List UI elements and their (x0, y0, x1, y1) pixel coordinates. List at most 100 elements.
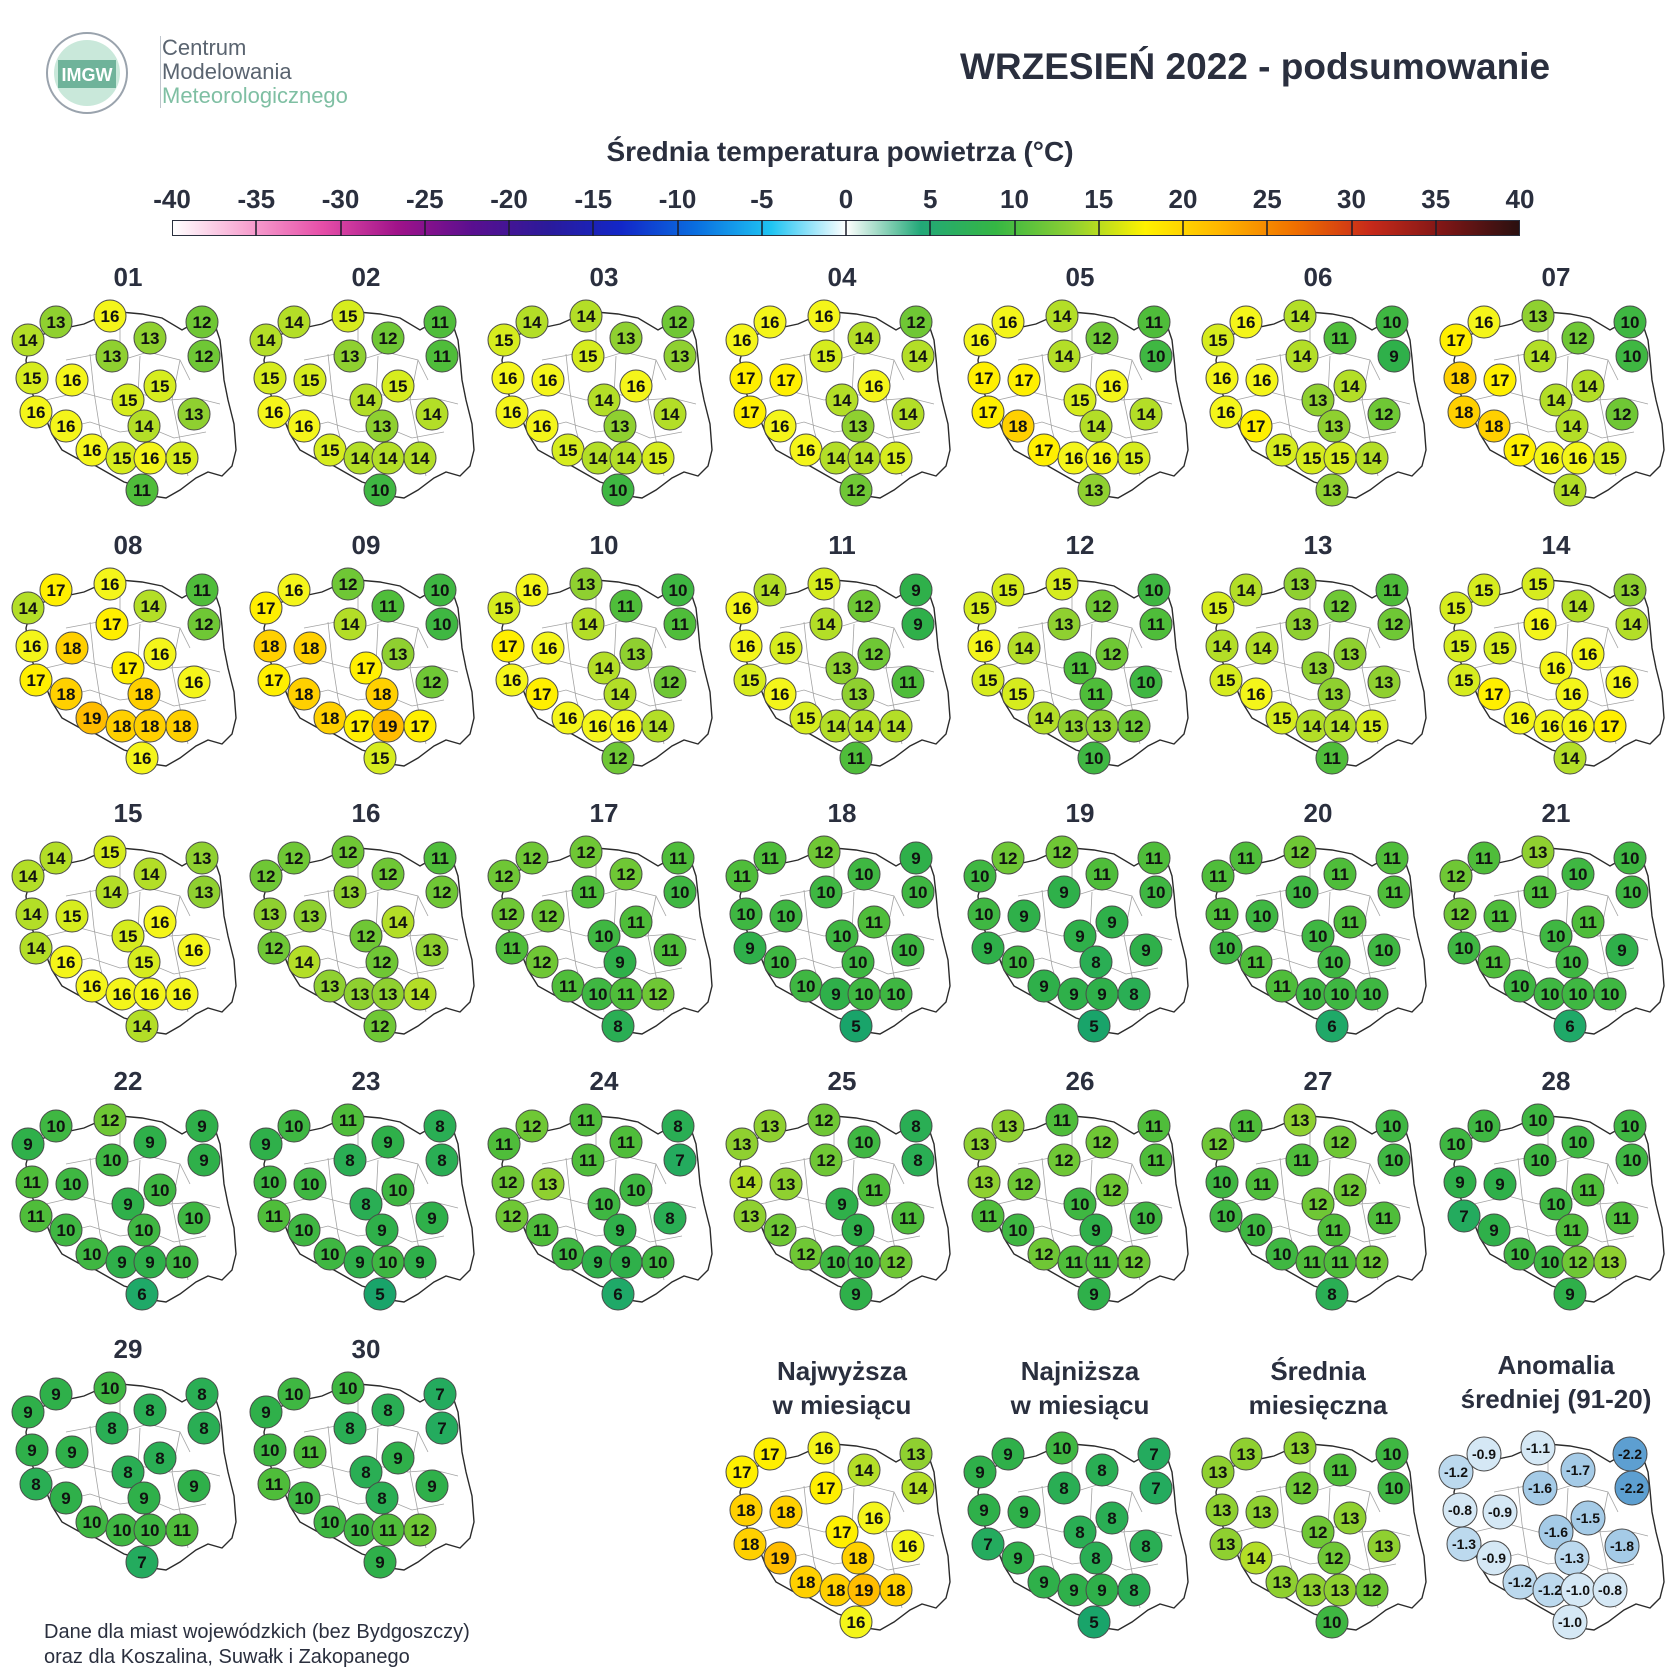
station-marker-olsztyn: 11 (1323, 857, 1357, 891)
station-value: 9 (615, 953, 624, 972)
station-marker-zakopane: 13 (1315, 473, 1349, 507)
station-marker-gorzów-wlkp-: 12 (491, 897, 525, 931)
station-circle (587, 651, 621, 685)
station-circle (1205, 1165, 1239, 1199)
station-marker-toruń: -1.6 (1522, 1470, 1558, 1506)
station-value: 17 (1247, 417, 1266, 436)
station-marker-lublin: 10 (1367, 933, 1401, 967)
station-marker-białystok: 11 (1377, 875, 1411, 909)
station-circle (1523, 339, 1557, 373)
station-circle (1139, 1143, 1173, 1177)
station-marker-warszawa: -1.5 (1570, 1500, 1606, 1536)
day-label-03: 03 (589, 262, 619, 292)
station-value: 8 (199, 1419, 208, 1438)
station-value: 10 (1475, 1117, 1494, 1136)
station-value: 14 (1253, 639, 1272, 658)
station-value: 11 (265, 1207, 283, 1226)
station-marker-kraków: 13 (1323, 1573, 1357, 1607)
summary-title-line-1: Średnia (1270, 1356, 1366, 1386)
station-circle (1085, 1125, 1119, 1159)
station-value: 11 (669, 849, 687, 868)
station-value: 11 (379, 1521, 397, 1540)
station-circle (857, 637, 891, 671)
station-marker-kielce: 9 (127, 1481, 161, 1515)
station-marker-warszawa: 10 (381, 1173, 415, 1207)
station-marker-rzeszów: 14 (403, 977, 437, 1011)
station-circle (363, 1277, 397, 1311)
station-marker-olsztyn: 12 (1323, 1125, 1357, 1159)
station-value: 12 (609, 749, 628, 768)
station-circle (287, 1481, 321, 1515)
station-marker-kraków: 16 (1561, 709, 1595, 743)
station-circle (11, 591, 45, 625)
station-value: 13 (1309, 659, 1328, 678)
station-value: 10 (849, 953, 868, 972)
station-marker-suwałki: 11 (1375, 573, 1409, 607)
station-value: 16 (815, 307, 834, 326)
station-marker-białystok: 14 (901, 339, 935, 373)
station-circle (763, 1213, 797, 1247)
station-marker-lublin: 12 (415, 665, 449, 699)
station-circle (55, 899, 89, 933)
station-value: 12 (1341, 1181, 1360, 1200)
station-value: 13 (1325, 685, 1344, 704)
station-circle (331, 299, 365, 333)
day-label-15: 15 (113, 798, 143, 828)
station-marker-gdańsk: 12 (1045, 835, 1079, 869)
station-value: 15 (261, 369, 280, 388)
station-value: 10 (1621, 849, 1640, 868)
station-value: 14 (833, 391, 852, 410)
station-circle (1283, 835, 1317, 869)
station-value: 8 (361, 1195, 370, 1214)
station-marker-kraków: 11 (371, 1513, 405, 1547)
station-circle (1477, 409, 1511, 443)
station-marker-warszawa: 11 (1571, 1173, 1605, 1207)
scale-tick-label: -30 (321, 184, 360, 214)
station-marker-białystok: 7 (1139, 1471, 1173, 1505)
station-value: 10 (295, 1221, 314, 1240)
station-value: 15 (1273, 441, 1292, 460)
station-circle (663, 1143, 697, 1177)
station-marker-szczecin: 12 (1439, 859, 1473, 893)
station-marker-łódź: 14 (587, 383, 621, 417)
station-marker-gorzów-wlkp-: 17 (729, 361, 763, 395)
station-marker-katowice: 16 (1533, 709, 1567, 743)
station-value: -2.2 (1620, 1480, 1644, 1496)
station-value: 10 (737, 905, 756, 924)
station-marker-olsztyn: 14 (133, 857, 167, 891)
station-marker-katowice: 15 (1295, 441, 1329, 475)
station-circle (49, 945, 83, 979)
station-circle (1137, 1109, 1171, 1143)
station-value: 12 (379, 865, 398, 884)
station-value: 14 (423, 405, 442, 424)
station-value: 10 (1385, 1151, 1404, 1170)
station-circle (1239, 677, 1273, 711)
station-value: -0.9 (1472, 1446, 1496, 1462)
station-circle (587, 919, 621, 953)
station-circle (1229, 1437, 1263, 1471)
station-value: 14 (611, 685, 630, 704)
station-circle (1007, 1167, 1041, 1201)
station-value: 11 (1053, 1111, 1071, 1130)
station-circle (249, 1127, 283, 1161)
station-circle (287, 1213, 321, 1247)
station-circle (381, 369, 415, 403)
station-value: 17 (833, 1523, 852, 1542)
station-marker-poznań: 11 (1483, 899, 1517, 933)
station-value: 11 (495, 1135, 513, 1154)
station-circle (495, 395, 529, 429)
station-marker-koszalin: 16 (991, 305, 1025, 339)
station-value: 16 (975, 637, 994, 656)
station-marker-katowice: -1.2 (1532, 1572, 1568, 1608)
station-marker-zielona-góra: 7 (971, 1527, 1005, 1561)
station-value: 9 (1019, 907, 1028, 926)
station-value: 14 (103, 883, 122, 902)
station-circle (1571, 1173, 1605, 1207)
station-marker-olsztyn: 11 (609, 1125, 643, 1159)
station-marker-łódź: 14 (825, 383, 859, 417)
station-marker-lublin: 13 (1367, 665, 1401, 699)
station-circle (1079, 409, 1113, 443)
station-circle (839, 741, 873, 775)
